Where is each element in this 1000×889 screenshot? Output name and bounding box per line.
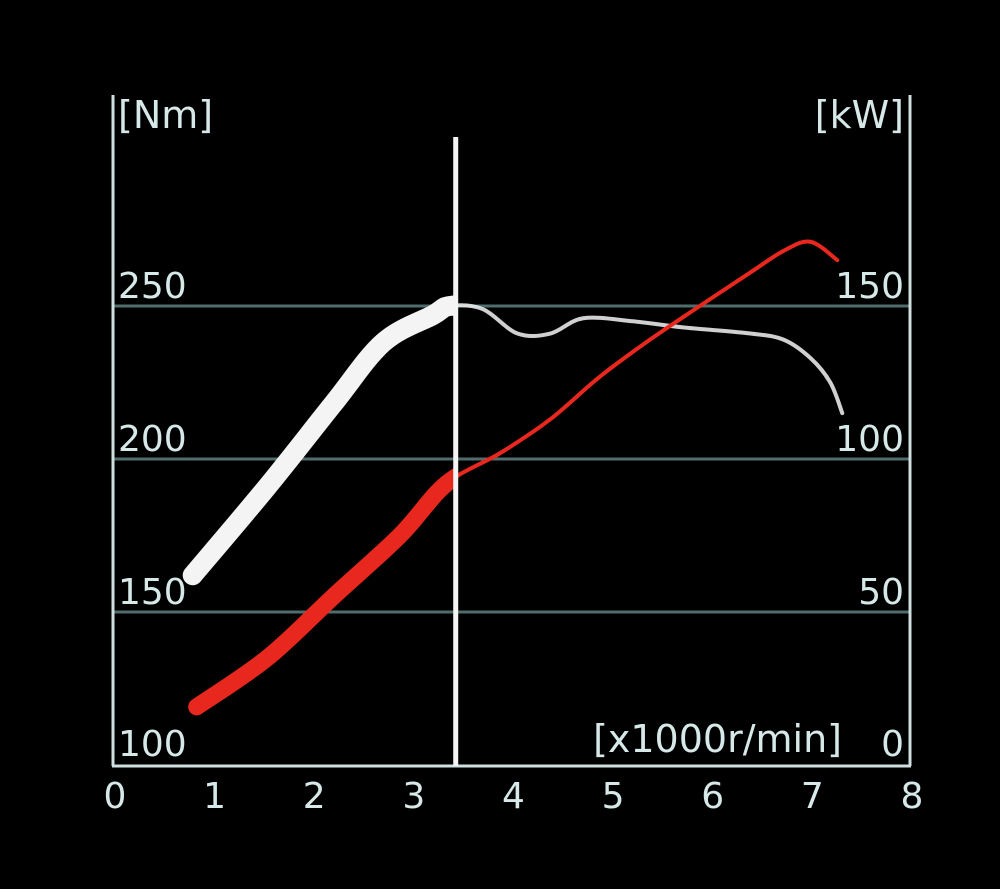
right-y-tick-label: 100 — [835, 419, 904, 460]
x-tick-label: 7 — [801, 776, 824, 817]
x-axis-unit: [x1000r/min] — [593, 717, 842, 761]
x-tick-label: 6 — [701, 776, 724, 817]
left-y-tick-label: 150 — [118, 572, 187, 613]
x-tick-label: 0 — [104, 776, 127, 817]
left-y-tick-label: 100 — [118, 724, 187, 765]
left-y-tick-label: 200 — [118, 419, 187, 460]
left-y-tick-label: 250 — [118, 266, 187, 307]
power-curve-highlighted — [188, 466, 456, 716]
x-tick-label: 8 — [901, 776, 924, 817]
gridlines — [113, 304, 910, 614]
x-tick-label: 5 — [602, 776, 625, 817]
right-y-tick-label: 50 — [858, 572, 904, 613]
torque-curve — [456, 303, 845, 416]
power-curve — [456, 239, 840, 480]
x-tick-label: 1 — [203, 776, 226, 817]
left-axis-unit: [Nm] — [118, 93, 213, 137]
x-tick-label: 3 — [402, 776, 425, 817]
right-y-tick-label: 0 — [881, 724, 904, 765]
x-tick-label: 4 — [502, 776, 525, 817]
right-axis-unit: [kW] — [815, 93, 904, 137]
torque-curve-highlighted — [182, 295, 456, 586]
x-tick-label: 2 — [303, 776, 326, 817]
right-y-tick-label: 150 — [835, 266, 904, 307]
